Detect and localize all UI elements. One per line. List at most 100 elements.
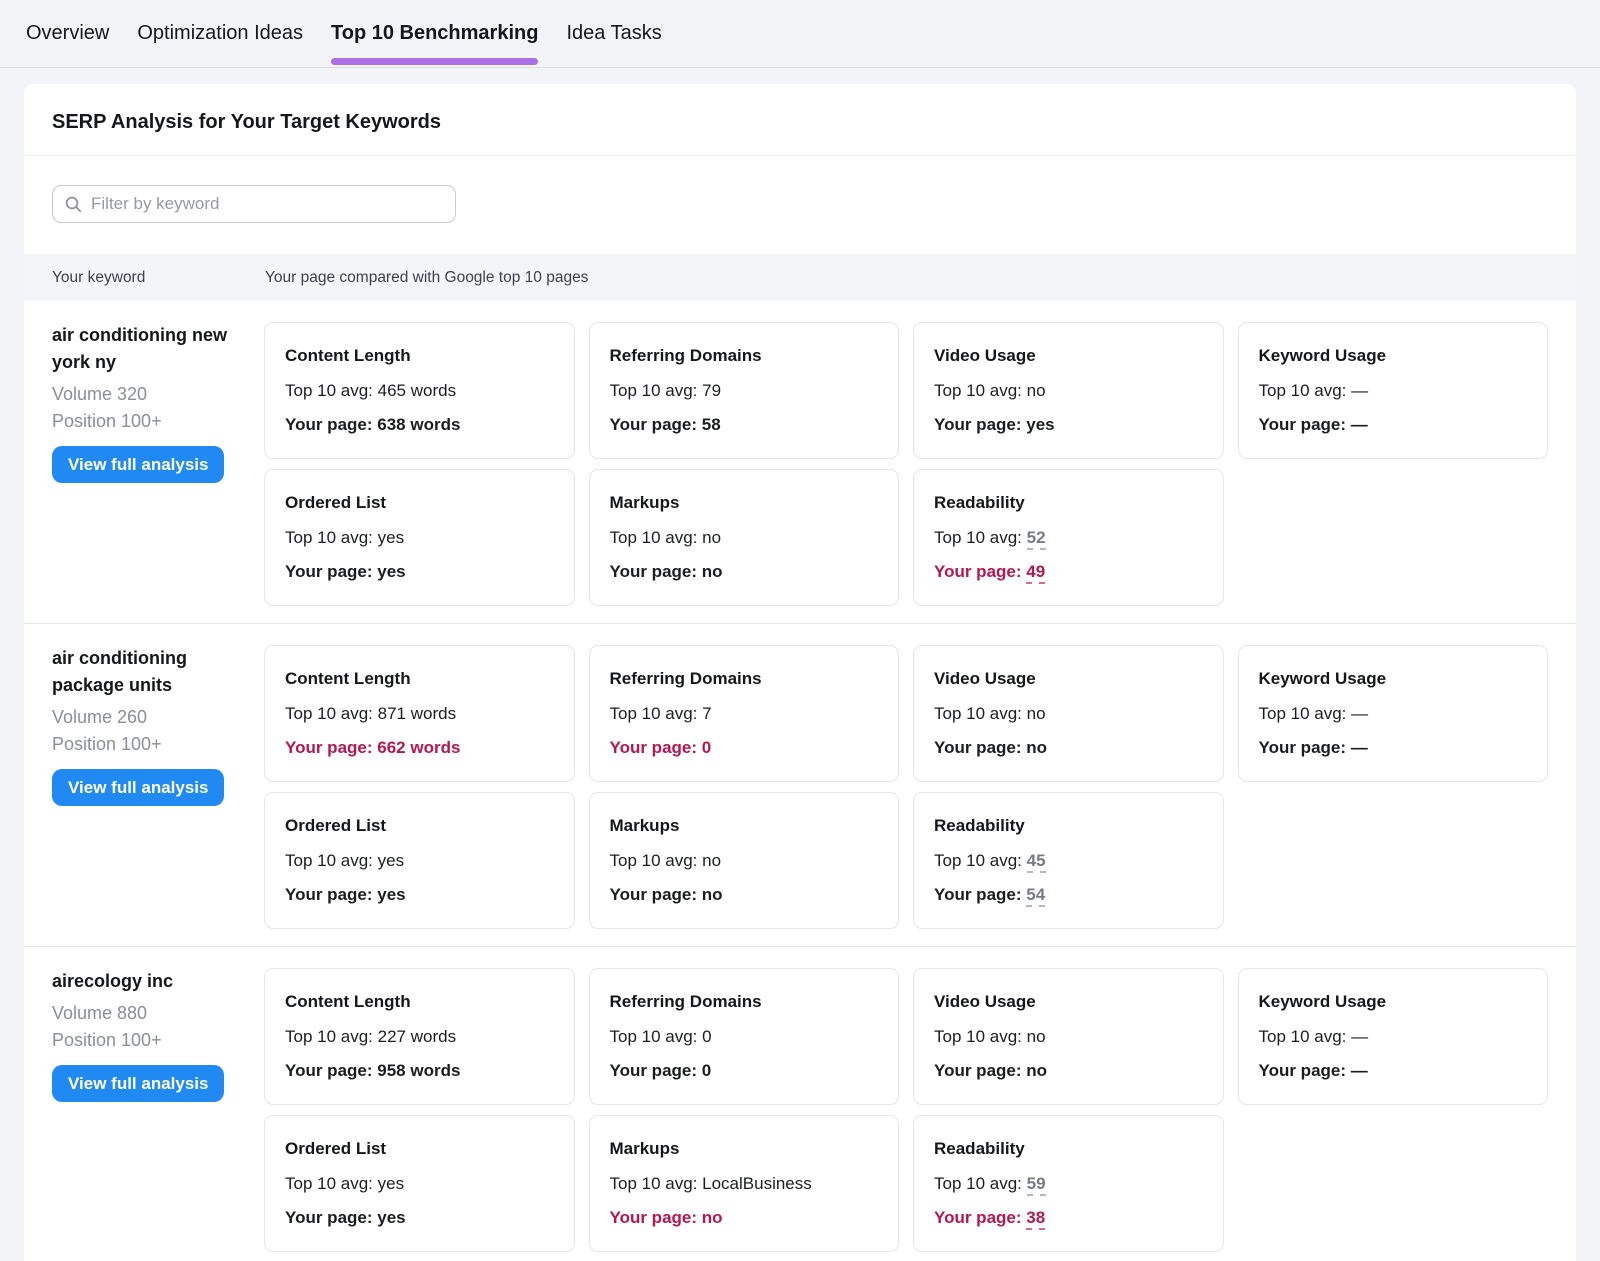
metric-cards: Content Length Top 10 avg: 227 words You… <box>264 968 1548 1252</box>
top10-avg-line: Top 10 avg: LocalBusiness <box>609 1174 812 1193</box>
readability-score[interactable]: 45 <box>1026 851 1046 873</box>
tab-idea-tasks[interactable]: Idea Tasks <box>566 22 662 44</box>
your-page-line: Your page: 0 <box>609 1061 712 1080</box>
top10-avg-line: Top 10 avg: 871 words <box>285 704 457 723</box>
your-page-line: Your page: yes <box>285 1208 406 1227</box>
metric-title: Markups <box>609 493 680 512</box>
your-page-line: Your page: — <box>1258 738 1368 757</box>
metric-title: Content Length <box>285 669 411 688</box>
metric-card-referring-domains: Referring Domains Top 10 avg: 0 Your pag… <box>588 968 899 1105</box>
filter-keyword-input[interactable] <box>91 194 443 214</box>
filter-section <box>24 156 1576 223</box>
readability-score[interactable]: 52 <box>1026 528 1046 550</box>
metric-card-ordered-list: Ordered List Top 10 avg: yes Your page: … <box>264 1115 575 1252</box>
metric-title: Keyword Usage <box>1258 346 1387 365</box>
tab-overview[interactable]: Overview <box>26 22 110 44</box>
keyword-position: Position 100+ <box>52 411 162 431</box>
metric-cards: Content Length Top 10 avg: 871 words You… <box>264 645 1548 929</box>
metric-card-video-usage: Video Usage Top 10 avg: no Your page: no <box>913 968 1224 1105</box>
tab-top-10-benchmarking[interactable]: Top 10 Benchmarking <box>331 0 539 67</box>
your-page-line: Your page: 49 <box>934 562 1203 584</box>
readability-score[interactable]: 54 <box>1026 885 1046 907</box>
top10-avg-line: Top 10 avg: yes <box>285 528 405 547</box>
metric-card-readability: Readability Top 10 avg: 52 Your page: 49 <box>913 469 1224 606</box>
top10-avg-line: Top 10 avg: yes <box>285 1174 405 1193</box>
metric-card-referring-domains: Referring Domains Top 10 avg: 79 Your pa… <box>588 322 899 459</box>
metric-title: Readability <box>934 1139 1025 1158</box>
top10-avg-line: Top 10 avg: — <box>1258 381 1369 400</box>
metric-title: Markups <box>609 1139 680 1158</box>
top10-avg-line: Top 10 avg: no <box>934 1027 1046 1046</box>
search-icon <box>65 196 82 213</box>
keyword-position: Position 100+ <box>52 734 162 754</box>
your-page-line: Your page: yes <box>285 562 406 581</box>
top10-avg-line: Top 10 avg: 7 <box>609 704 712 723</box>
your-page-line: Your page: 662 words <box>285 738 461 757</box>
your-page-line: Your page: no <box>609 562 723 581</box>
keyword-row: air conditioning new york ny Volume 320 … <box>24 301 1576 623</box>
metric-title: Keyword Usage <box>1258 669 1387 688</box>
metric-card-markups: Markups Top 10 avg: no Your page: no <box>588 469 899 606</box>
metric-title: Readability <box>934 493 1025 512</box>
your-page-line: Your page: 58 <box>609 415 721 434</box>
metric-title: Content Length <box>285 992 411 1011</box>
metric-title: Content Length <box>285 346 411 365</box>
view-full-analysis-button[interactable]: View full analysis <box>52 769 225 806</box>
metric-card-content-length: Content Length Top 10 avg: 871 words You… <box>264 645 575 782</box>
column-comparison: Your page compared with Google top 10 pa… <box>265 268 589 286</box>
metric-title: Referring Domains <box>609 992 762 1011</box>
your-page-line: Your page: no <box>609 885 723 904</box>
keyword-info: air conditioning new york ny Volume 320 … <box>52 322 264 606</box>
metric-title: Ordered List <box>285 1139 387 1158</box>
metric-card-keyword-usage: Keyword Usage Top 10 avg: — Your page: — <box>1237 645 1548 782</box>
readability-score[interactable]: 38 <box>1026 1208 1046 1230</box>
keyword-volume: Volume 260 <box>52 707 148 727</box>
keyword-row: airecology inc Volume 880 Position 100+ … <box>24 946 1576 1261</box>
your-page-line: Your page: 0 <box>609 738 712 757</box>
your-page-line: Your page: 638 words <box>285 415 461 434</box>
your-page-line: Your page: yes <box>285 885 406 904</box>
metric-card-video-usage: Video Usage Top 10 avg: no Your page: no <box>913 645 1224 782</box>
top10-avg-line: Top 10 avg: 465 words <box>285 381 457 400</box>
readability-score[interactable]: 59 <box>1026 1174 1046 1196</box>
your-page-line: Your page: yes <box>934 415 1055 434</box>
your-page-line: Your page: — <box>1258 415 1368 434</box>
your-page-line: Your page: no <box>934 738 1048 757</box>
metric-card-keyword-usage: Keyword Usage Top 10 avg: — Your page: — <box>1237 322 1548 459</box>
top10-avg-line: Top 10 avg: 79 <box>609 381 722 400</box>
keyword-info: air conditioning package units Volume 26… <box>52 645 264 929</box>
view-full-analysis-button[interactable]: View full analysis <box>52 446 225 483</box>
view-full-analysis-button[interactable]: View full analysis <box>52 1065 225 1102</box>
keyword-row: air conditioning package units Volume 26… <box>24 623 1576 946</box>
metric-card-content-length: Content Length Top 10 avg: 227 words You… <box>264 968 575 1105</box>
top10-avg-line: Top 10 avg: — <box>1258 1027 1369 1046</box>
top10-avg-line: Top 10 avg: 0 <box>609 1027 712 1046</box>
metric-title: Referring Domains <box>609 669 762 688</box>
top10-avg-line: Top 10 avg: yes <box>285 851 405 870</box>
keyword-name: air conditioning package units <box>52 648 187 695</box>
serp-analysis-panel: SERP Analysis for Your Target Keywords Y… <box>24 84 1576 1261</box>
top10-avg-line: Top 10 avg: no <box>934 381 1046 400</box>
metric-card-ordered-list: Ordered List Top 10 avg: yes Your page: … <box>264 469 575 606</box>
metric-card-readability: Readability Top 10 avg: 59 Your page: 38 <box>913 1115 1224 1252</box>
readability-score[interactable]: 49 <box>1026 562 1046 584</box>
table-header: Your keyword Your page compared with Goo… <box>24 254 1576 301</box>
top10-avg-line: Top 10 avg: 45 <box>934 851 1203 873</box>
metric-card-video-usage: Video Usage Top 10 avg: no Your page: ye… <box>913 322 1224 459</box>
metric-title: Video Usage <box>934 669 1036 688</box>
metric-title: Video Usage <box>934 992 1036 1011</box>
keyword-name: airecology inc <box>52 971 174 991</box>
top10-avg-line: Top 10 avg: 52 <box>934 528 1203 550</box>
your-page-line: Your page: 38 <box>934 1208 1203 1230</box>
metric-title: Markups <box>609 816 680 835</box>
keyword-volume: Volume 880 <box>52 1003 148 1023</box>
tab-optimization-ideas[interactable]: Optimization Ideas <box>137 22 303 44</box>
your-page-line: Your page: 54 <box>934 885 1203 907</box>
metric-title: Video Usage <box>934 346 1036 365</box>
metric-card-content-length: Content Length Top 10 avg: 465 words You… <box>264 322 575 459</box>
top10-avg-line: Top 10 avg: no <box>609 851 722 870</box>
top10-avg-line: Top 10 avg: — <box>1258 704 1369 723</box>
top10-avg-line: Top 10 avg: 227 words <box>285 1027 457 1046</box>
metric-card-keyword-usage: Keyword Usage Top 10 avg: — Your page: — <box>1237 968 1548 1105</box>
metric-title: Ordered List <box>285 493 387 512</box>
